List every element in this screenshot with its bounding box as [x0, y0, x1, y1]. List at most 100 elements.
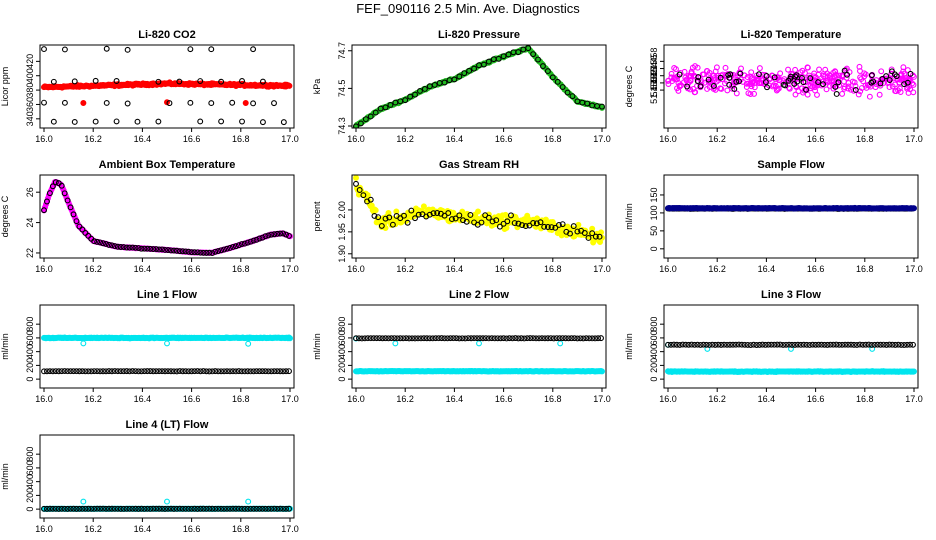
data-point [841, 84, 848, 91]
data-point [769, 83, 776, 90]
data-point [170, 247, 177, 254]
data-point [80, 498, 87, 505]
data-point [382, 215, 389, 222]
data-point [844, 71, 851, 78]
data-point [478, 219, 485, 226]
data-point [589, 230, 596, 237]
data-point [727, 71, 734, 78]
data-point [724, 341, 730, 348]
data-point [44, 198, 50, 205]
data-point [732, 341, 739, 348]
x-tick-label: 16.2 [396, 134, 414, 144]
data-point [549, 74, 556, 81]
y-tick-label: 600 [649, 330, 659, 345]
data-point [239, 78, 245, 84]
plot-frame [39, 304, 295, 389]
data-point [382, 335, 389, 342]
data-point [448, 216, 455, 223]
data-point [901, 342, 908, 348]
data-point [203, 505, 210, 512]
data-point [853, 341, 860, 348]
x-tick-label: 16.4 [446, 134, 464, 144]
data-point [76, 505, 83, 512]
data-point [232, 368, 239, 375]
data-point [541, 335, 548, 342]
data-point [676, 71, 683, 78]
data-point [227, 244, 233, 251]
y-tick-label: 400 [649, 344, 659, 359]
data-point [759, 341, 766, 348]
y-tick-label: 380 [25, 83, 35, 98]
data-point [85, 505, 92, 512]
data-point [271, 505, 278, 512]
data-point [849, 78, 856, 85]
data-point [688, 70, 695, 77]
data-point [840, 78, 847, 85]
data-point [833, 91, 840, 97]
data-point [88, 505, 95, 512]
data-point [147, 368, 154, 375]
data-point [691, 89, 698, 96]
plot-area [353, 45, 606, 128]
data-point [373, 335, 380, 342]
data-point [197, 505, 204, 512]
data-point [535, 56, 541, 63]
data-point [197, 249, 204, 256]
x-tick-label: 17.0 [281, 524, 299, 534]
data-point [584, 100, 591, 107]
x-tick-label: 16.0 [35, 394, 53, 404]
data-point [209, 250, 216, 256]
data-point [144, 245, 151, 252]
data-point [150, 368, 157, 375]
y-tick-label: 150 [649, 187, 659, 202]
data-point [283, 368, 290, 375]
x-tick-label: 16.2 [84, 394, 102, 404]
data-point [711, 77, 718, 84]
data-point [212, 248, 219, 255]
chart-title: Li-820 Temperature [741, 29, 842, 41]
data-point [533, 335, 540, 342]
x-tick-label: 16.8 [544, 264, 562, 274]
data-point [461, 70, 468, 77]
chart-panel: Line 3 Flow 16.0 16.2 16.4 16.6 16.8 17.0 0 2004… [624, 289, 923, 404]
data-point [129, 244, 136, 251]
data-point [559, 84, 566, 90]
data-point [120, 368, 127, 375]
data-point [741, 341, 748, 348]
data-point [586, 335, 593, 342]
data-point [719, 76, 726, 83]
data-point [64, 368, 71, 375]
x-tick-label: 17.0 [905, 264, 923, 274]
data-point [286, 82, 293, 89]
x-tick-label: 16.6 [807, 264, 825, 274]
data-point [789, 341, 795, 348]
data-point [515, 335, 522, 342]
data-point [356, 335, 362, 342]
data-point [123, 244, 130, 251]
data-point [830, 341, 837, 348]
data-point [467, 212, 474, 218]
data-point [871, 341, 878, 348]
data-point [85, 232, 92, 239]
data-point [745, 90, 752, 97]
data-point [898, 341, 905, 348]
data-point [262, 368, 269, 375]
y-axis-label: kPa [312, 79, 322, 95]
data-point [807, 75, 814, 82]
data-point [727, 341, 733, 348]
data-point [731, 85, 738, 92]
data-point [670, 341, 677, 348]
data-point [533, 220, 540, 227]
data-point [403, 335, 410, 342]
data-point [268, 231, 275, 238]
y-tick-label: 200 [25, 488, 35, 503]
data-point [777, 341, 784, 348]
data-point [103, 100, 110, 106]
data-point [872, 84, 879, 91]
x-tick-label: 17.0 [593, 394, 611, 404]
data-point [253, 368, 260, 375]
data-point [286, 335, 293, 342]
data-point [117, 244, 124, 250]
data-point [229, 244, 236, 250]
data-point [776, 76, 783, 83]
